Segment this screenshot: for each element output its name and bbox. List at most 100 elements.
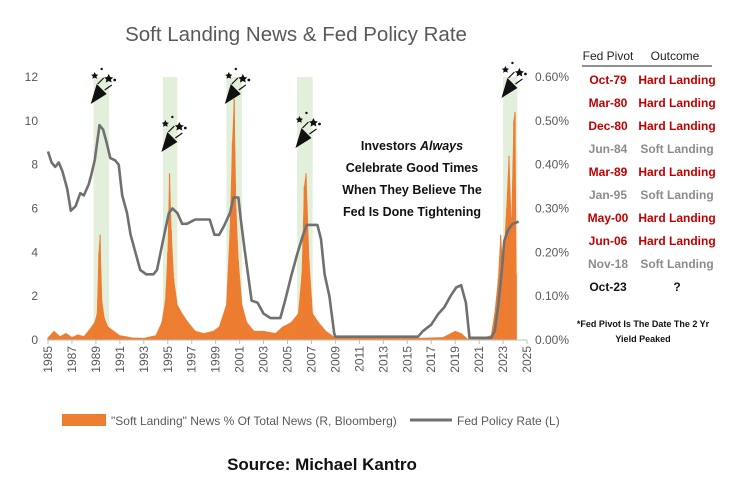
confetti-streak bbox=[508, 71, 515, 79]
table-cell-pivot: Mar-80 bbox=[589, 96, 628, 110]
confetti-streak bbox=[302, 121, 309, 129]
x-tick-label: 2005 bbox=[281, 346, 295, 373]
legend-label-rate: Fed Policy Rate (L) bbox=[457, 414, 560, 428]
confetti-dot bbox=[183, 126, 187, 130]
y-left-tick: 8 bbox=[31, 158, 38, 172]
confetti-dot bbox=[171, 115, 174, 119]
x-tick-label: 1989 bbox=[89, 346, 103, 373]
confetti-star bbox=[91, 72, 99, 79]
table-cell-pivot: May-00 bbox=[588, 211, 629, 225]
x-tick-label: 1995 bbox=[161, 346, 175, 373]
confetti-star bbox=[104, 74, 114, 83]
table-cell-outcome: Hard Landing bbox=[638, 165, 715, 179]
confetti-star bbox=[308, 118, 318, 127]
popper-cone bbox=[161, 132, 178, 152]
table-cell-pivot: Mar-89 bbox=[589, 165, 628, 179]
confetti-streak bbox=[238, 84, 247, 91]
confetti-dot bbox=[305, 111, 308, 115]
table-cell-outcome: Hard Landing bbox=[638, 211, 715, 225]
annotation-line-2: Celebrate Good Times bbox=[346, 161, 478, 175]
y-right-tick-labels: 0.00% 0.10% 0.20% 0.30% 0.40% 0.50% 0.60% bbox=[535, 70, 569, 347]
confetti-streak bbox=[97, 77, 105, 85]
legend-label-news: "Soft Landing" News % Of Total News (R, … bbox=[111, 414, 397, 428]
x-tick-labels: 1985 1987 1989 1991 1993 1995 1997 1999 2001 2003… bbox=[41, 340, 534, 373]
table-cell-pivot: Dec-80 bbox=[588, 119, 628, 133]
confetti-star bbox=[238, 74, 248, 83]
confetti-streak bbox=[309, 128, 317, 135]
y-right-tick: 0.10% bbox=[535, 289, 569, 303]
popper-cone bbox=[224, 84, 241, 104]
fed-pivot-table: Fed Pivot Outcome Oct-79 Hard Landing Mar-… bbox=[577, 49, 716, 344]
table-cell-outcome: Hard Landing bbox=[638, 119, 715, 133]
table-header-outcome: Outcome bbox=[651, 49, 700, 63]
table-cell-pivot: Oct-23 bbox=[589, 280, 627, 294]
x-tick-label: 2015 bbox=[400, 346, 414, 373]
y-right-tick: 0.00% bbox=[535, 333, 569, 347]
table-cell-pivot: Jan-95 bbox=[589, 188, 627, 202]
y-left-tick: 10 bbox=[25, 114, 39, 128]
confetti-streak bbox=[167, 125, 175, 133]
confetti-star bbox=[225, 72, 233, 79]
confetti-dot bbox=[247, 78, 251, 82]
annotation-line-3: When They Believe The bbox=[342, 183, 482, 197]
party-popper-icon bbox=[90, 67, 117, 104]
popper-cone bbox=[501, 78, 518, 98]
x-tick-label: 1997 bbox=[185, 346, 199, 373]
party-popper-icon bbox=[224, 67, 251, 104]
x-tick-label: 2007 bbox=[304, 346, 318, 373]
x-tick-label: 2023 bbox=[496, 346, 510, 373]
y-right-tick: 0.20% bbox=[535, 245, 569, 259]
confetti-streak bbox=[515, 78, 523, 85]
table-cell-outcome: Hard Landing bbox=[638, 96, 715, 110]
table-note-line-2: Yield Peaked bbox=[615, 334, 670, 344]
confetti-dot bbox=[511, 61, 514, 65]
table-cell-outcome: Soft Landing bbox=[640, 257, 713, 271]
annotation: Investors Always Celebrate Good Times Wh… bbox=[342, 139, 482, 219]
table-note-line-1: *Fed Pivot Is The Date The 2 Yr bbox=[577, 319, 710, 329]
y-left-tick: 12 bbox=[25, 70, 39, 84]
x-tick-label: 2013 bbox=[376, 346, 390, 373]
party-popper-icon bbox=[501, 61, 527, 98]
x-tick-label: 2009 bbox=[328, 346, 342, 373]
y-right-tick: 0.40% bbox=[535, 158, 569, 172]
y-left-tick: 4 bbox=[31, 245, 38, 259]
x-tick-label: 1993 bbox=[137, 346, 151, 373]
table-header-pivot: Fed Pivot bbox=[583, 49, 634, 63]
popper-cone bbox=[90, 84, 107, 104]
y-right-tick: 0.50% bbox=[535, 114, 569, 128]
table-cell-pivot: Jun-06 bbox=[589, 234, 628, 248]
confetti-dot bbox=[113, 78, 117, 82]
party-popper-icons bbox=[90, 61, 527, 152]
y-right-tick: 0.30% bbox=[535, 202, 569, 216]
table-cell-pivot: Nov-18 bbox=[588, 257, 628, 271]
confetti-dot bbox=[318, 122, 321, 126]
x-tick-label: 1985 bbox=[41, 346, 55, 373]
legend-swatch-news bbox=[62, 414, 106, 426]
table-cell-outcome: Soft Landing bbox=[640, 142, 713, 156]
x-tick-label: 1987 bbox=[65, 346, 79, 373]
x-tick-label: 2011 bbox=[352, 346, 366, 372]
party-popper-icon bbox=[295, 111, 321, 148]
table-cell-outcome: ? bbox=[673, 280, 680, 294]
x-tick-label: 2019 bbox=[448, 346, 462, 373]
y-left-tick-labels: 0 2 4 6 8 10 12 bbox=[25, 70, 39, 347]
x-tick-label: 2025 bbox=[520, 346, 534, 373]
confetti-streak bbox=[104, 84, 113, 91]
confetti-star bbox=[501, 66, 510, 73]
annotation-line-1: Investors Always bbox=[361, 139, 463, 153]
table-cell-outcome: Hard Landing bbox=[638, 234, 715, 248]
confetti-dot bbox=[100, 67, 103, 71]
table-cell-pivot: Jun-84 bbox=[589, 142, 628, 156]
legend: "Soft Landing" News % Of Total News (R, … bbox=[62, 414, 560, 428]
confetti-dot bbox=[524, 72, 527, 76]
table-cell-outcome: Hard Landing bbox=[638, 73, 715, 87]
x-tick-label: 2017 bbox=[424, 346, 438, 373]
chart-title: Soft Landing News & Fed Policy Rate bbox=[125, 23, 467, 46]
popper-cone bbox=[295, 128, 312, 148]
confetti-streak bbox=[174, 132, 183, 139]
x-tick-label: 1999 bbox=[209, 346, 223, 373]
y-left-tick: 0 bbox=[31, 333, 38, 347]
y-right-tick: 0.60% bbox=[535, 70, 569, 84]
table-cell-pivot: Oct-79 bbox=[589, 73, 627, 87]
